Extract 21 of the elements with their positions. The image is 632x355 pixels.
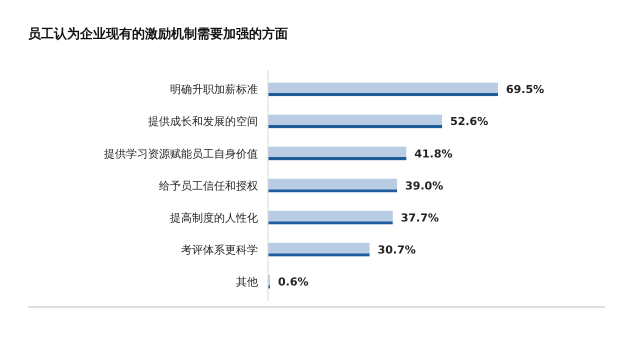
data-label: 41.8% (414, 147, 453, 160)
data-label: 0.6% (278, 276, 308, 289)
bar (268, 210, 393, 224)
y-tick-label: 提供成长和发展的空间 (148, 115, 258, 128)
data-label: 69.5% (506, 83, 544, 96)
y-tick-label: 其他 (236, 276, 258, 289)
y-tick-label: 明确升职加薪标准 (170, 83, 258, 96)
data-label: 37.7% (400, 211, 439, 224)
y-tick-label: 提供学习资源赋能员工自身价值 (104, 147, 258, 160)
bar (268, 146, 406, 160)
y-tick-label: 给予员工信任和授权 (159, 179, 258, 192)
bar (268, 242, 370, 256)
bar (268, 114, 442, 128)
data-label: 52.6% (450, 115, 488, 128)
data-label: 30.7% (378, 243, 416, 256)
bar (268, 178, 398, 192)
text: 员工认为企业现有的激励机制需要加强的方面 (28, 26, 288, 42)
y-tick-label: 提高制度的人性化 (170, 211, 258, 224)
data-label: 39.0% (405, 179, 444, 192)
bar (268, 82, 498, 96)
y-tick-label: 考评体系更科学 (181, 243, 258, 256)
